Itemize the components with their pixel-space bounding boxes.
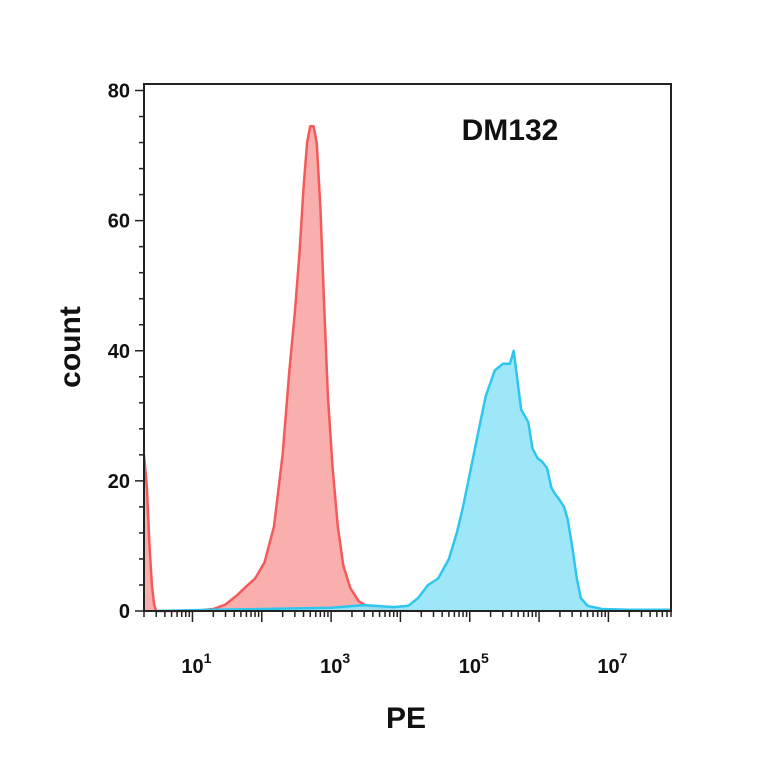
x-tick-label: 103 [320, 650, 350, 678]
x-axis-title: PE [386, 702, 426, 735]
histogram-fill-1 [144, 126, 422, 612]
y-tick-label: 40 [108, 341, 130, 363]
x-axis: 101 103 105 107 [143, 611, 672, 678]
x-tick-label: 101 [181, 650, 211, 678]
sample-annotation: DM132 [462, 114, 559, 147]
y-tick-label: 60 [108, 211, 130, 233]
y-axis: 0 20 40 60 80 [108, 81, 144, 623]
y-tick-label: 20 [108, 471, 130, 493]
plot-frame [143, 83, 672, 612]
x-tick-label: 105 [459, 650, 489, 678]
y-axis-title: count [54, 306, 87, 388]
y-tick-label: 80 [108, 81, 130, 103]
series-layer [142, 125, 671, 613]
x-tick-label: 107 [597, 650, 627, 678]
histogram-line-2 [156, 349, 671, 613]
histogram-fill-2 [156, 350, 671, 611]
y-tick-label: 0 [119, 601, 130, 623]
